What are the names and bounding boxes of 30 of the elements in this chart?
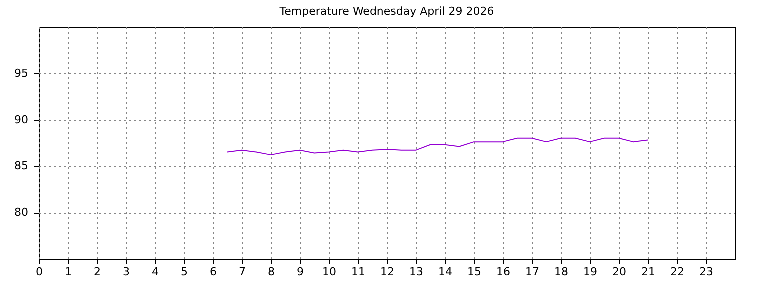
x-tick-label: 23 — [700, 266, 714, 278]
x-tick-label: 15 — [468, 266, 482, 278]
x-tick-label: 11 — [352, 266, 366, 278]
chart-title: Temperature Wednesday April 29 2026 — [278, 5, 494, 18]
x-tick-label: 14 — [438, 266, 452, 278]
x-tick-label: 0 — [36, 266, 43, 278]
x-tick-label: 12 — [380, 266, 394, 278]
x-tick-label: 1 — [65, 266, 72, 278]
x-tick-label: 7 — [239, 266, 246, 278]
x-tick-label: 16 — [496, 266, 510, 278]
y-tick-label: 90 — [14, 113, 28, 126]
x-tick-label: 10 — [322, 266, 336, 278]
line-series — [227, 138, 648, 156]
x-tick-label: 19 — [584, 266, 598, 278]
x-tick-label: 8 — [268, 266, 275, 278]
x-tick-label: 18 — [554, 266, 568, 278]
y-tick-label: 95 — [14, 66, 28, 80]
x-tick-label: 4 — [152, 266, 159, 278]
y-tick-label: 80 — [14, 206, 28, 220]
x-tick-label: 2 — [94, 266, 101, 278]
x-tick-label: 17 — [526, 266, 540, 278]
x-tick-label: 21 — [642, 266, 656, 278]
x-tick-label: 22 — [670, 266, 684, 278]
x-tick-label: 6 — [210, 266, 217, 278]
x-tick-label: 3 — [123, 266, 130, 278]
x-tick-label: 5 — [181, 266, 188, 278]
x-tick-label: 9 — [297, 266, 304, 278]
x-tick-label: 13 — [410, 266, 424, 278]
x-tick-label: 20 — [612, 266, 626, 278]
y-tick-label: 85 — [14, 160, 28, 173]
